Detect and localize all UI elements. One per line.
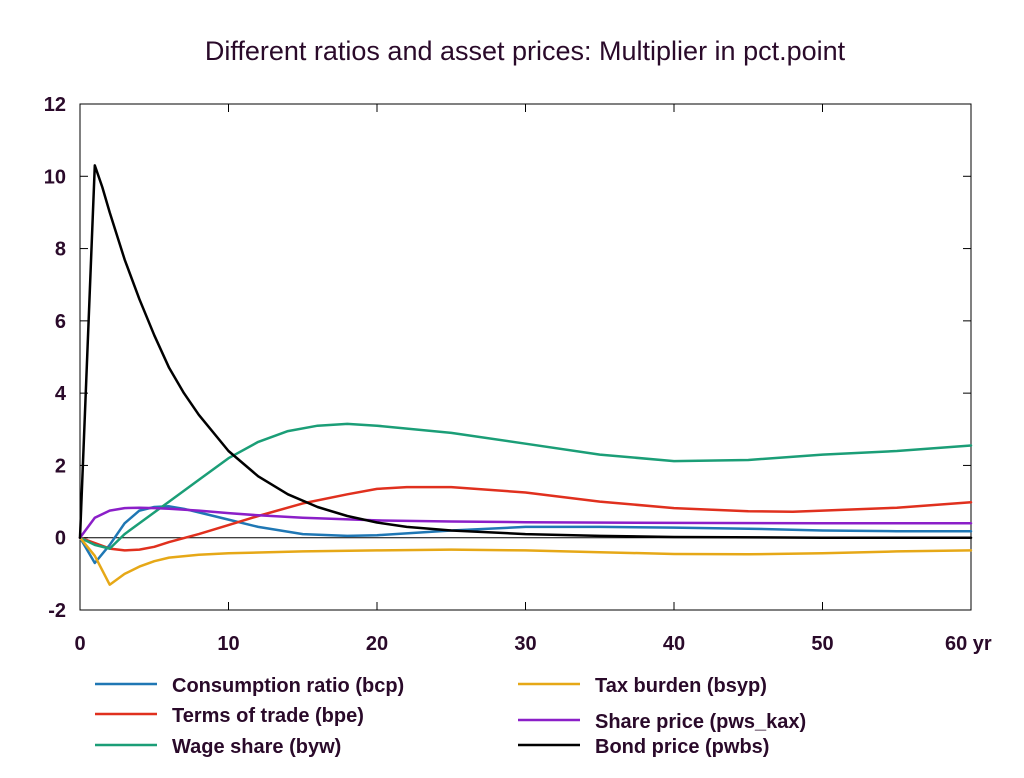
series-layer xyxy=(78,164,973,586)
x-tick-label: 50 xyxy=(811,633,833,655)
legend-label: Consumption ratio (bcp) xyxy=(172,675,404,697)
y-tick-label: 8 xyxy=(55,239,66,261)
x-tick-label: 60 yr xyxy=(945,633,992,655)
legend-label: Share price (pws_kax) xyxy=(595,711,806,733)
legend-label: Terms of trade (bpe) xyxy=(172,705,364,727)
series-line-2 xyxy=(78,422,973,550)
x-tick-label: 0 xyxy=(74,633,85,655)
x-tick-label: 20 xyxy=(366,633,388,655)
x-axis: 0 10 20 30 40 50 60 yr xyxy=(74,104,992,655)
legend-label: Tax burden (bsyp) xyxy=(595,675,767,697)
y-tick-label: -2 xyxy=(48,600,66,622)
series-line-1 xyxy=(78,485,973,552)
chart-title: Different ratios and asset prices: Multi… xyxy=(205,36,846,66)
y-axis: -2 0 2 4 6 8 10 12 xyxy=(44,94,971,622)
series-line-5 xyxy=(78,164,973,539)
x-tick-label: 30 xyxy=(514,633,536,655)
y-tick-label: 10 xyxy=(44,166,66,188)
y-tick-label: 4 xyxy=(55,383,67,405)
legend: Consumption ratio (bcp) Terms of trade (b… xyxy=(95,675,806,758)
series-line-0 xyxy=(78,505,973,565)
series-line-4 xyxy=(78,506,973,539)
x-tick-label: 40 xyxy=(663,633,685,655)
series-line-3 xyxy=(78,536,973,586)
x-tick-label: 10 xyxy=(217,633,239,655)
y-tick-label: 6 xyxy=(55,311,66,333)
legend-label: Bond price (pwbs) xyxy=(595,736,769,758)
legend-label: Wage share (byw) xyxy=(172,736,341,758)
y-tick-label: 0 xyxy=(55,528,66,550)
y-tick-label: 2 xyxy=(55,455,66,477)
y-tick-label: 12 xyxy=(44,94,66,116)
